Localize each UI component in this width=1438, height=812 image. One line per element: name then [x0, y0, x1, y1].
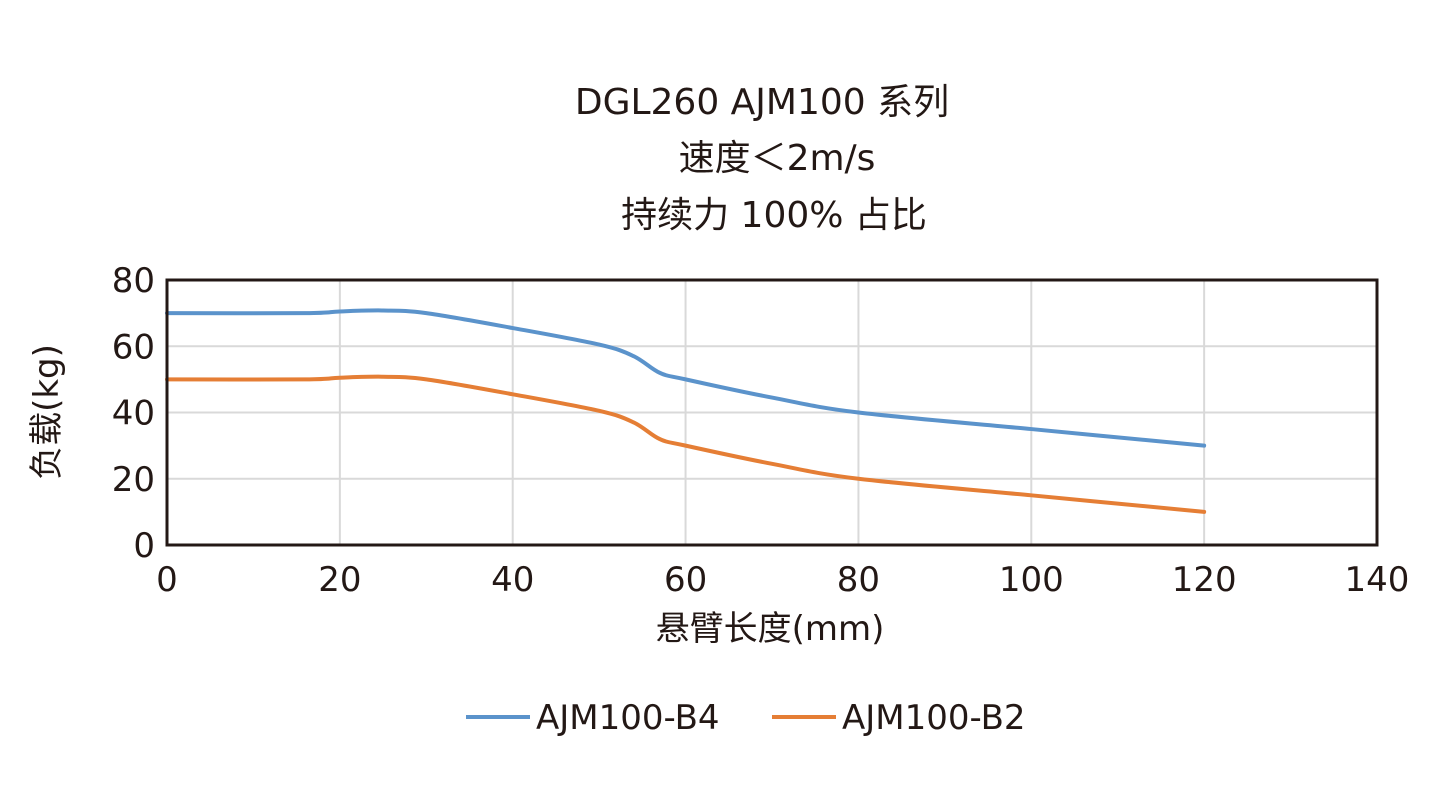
- series-line-AJM100-B4: [165, 308, 1207, 448]
- x-tick-label: 140: [1345, 560, 1410, 600]
- x-axis-ticks: 0 20 40 60 80 100 120 140: [156, 560, 1409, 600]
- plot-frame: [165, 278, 1379, 547]
- y-tick-label: 60: [112, 327, 155, 367]
- x-tick-label: 40: [491, 560, 534, 600]
- x-tick-label: 60: [664, 560, 707, 600]
- title-line-1: DGL260 AJM100 系列: [575, 82, 949, 123]
- y-axis-label: 负载(kg): [27, 344, 67, 480]
- x-axis-label: 悬臂长度(mm): [656, 609, 885, 649]
- legend-label: AJM100-B4: [536, 698, 720, 738]
- y-tick-label: 40: [112, 394, 155, 434]
- x-tick-label: 0: [156, 560, 178, 600]
- y-tick-label: 0: [133, 526, 155, 566]
- legend-label: AJM100-B2: [842, 698, 1026, 738]
- chart-title: DGL260 AJM100 系列 速度＜2m/s 持续力 100% 占比: [575, 82, 949, 236]
- y-axis-ticks: 0 20 40 60 80: [112, 261, 155, 566]
- title-line-3: 持续力 100% 占比: [621, 195, 927, 236]
- series-group: [165, 308, 1207, 514]
- y-tick-label: 20: [112, 460, 155, 500]
- legend: AJM100-B4 AJM100-B2: [466, 698, 1026, 738]
- x-tick-label: 80: [837, 560, 880, 600]
- y-tick-label: 80: [112, 261, 155, 301]
- x-tick-label: 120: [1172, 560, 1237, 600]
- grid: [166, 279, 1378, 546]
- series-line-AJM100-B2: [165, 374, 1207, 514]
- x-tick-label: 100: [999, 560, 1064, 600]
- title-line-2: 速度＜2m/s: [679, 138, 876, 179]
- x-tick-label: 20: [318, 560, 361, 600]
